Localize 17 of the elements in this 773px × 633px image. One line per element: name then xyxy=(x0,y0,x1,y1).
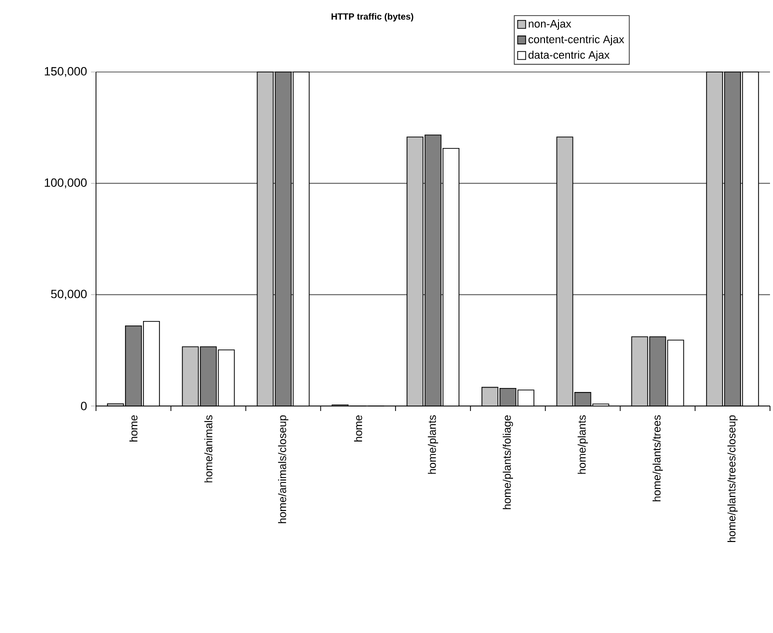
y-tick-label: 0 xyxy=(80,402,87,410)
x-tick-label: home/animals/closeup xyxy=(278,415,288,524)
x-tick-label: home xyxy=(129,415,138,442)
x-tick-label: home/plants xyxy=(578,415,588,474)
y-tick-label: 100,000 xyxy=(44,178,87,188)
x-tick-label: home/animals xyxy=(204,415,212,482)
x-tick-label: home xyxy=(354,415,362,442)
legend-label: non-Ajax xyxy=(528,20,572,30)
x-tick-label: home/plants xyxy=(428,415,438,474)
x-tick-label: home/plants/trees xyxy=(652,415,663,502)
y-tick-label: 50,000 xyxy=(51,290,87,300)
legend-label: content-centric Ajax xyxy=(528,35,624,46)
x-tick-label: home/plants/foliage xyxy=(502,415,513,510)
legend-label: data-centric Ajax xyxy=(528,50,610,61)
x-tick-label: home/plants/trees/closeup xyxy=(727,415,738,542)
chart-title: HTTP traffic (bytes) xyxy=(332,13,414,22)
y-tick-label: 150,000 xyxy=(44,67,87,77)
